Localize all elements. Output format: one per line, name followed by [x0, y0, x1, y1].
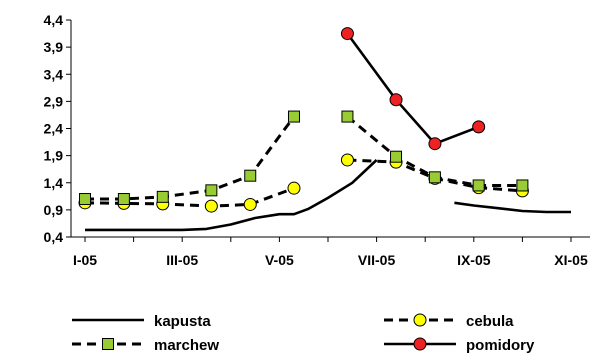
- x-tick-label: III-05: [166, 252, 198, 268]
- legend-item-kapusta: kapusta: [72, 313, 211, 330]
- data-point: [79, 193, 91, 206]
- y-tick-label: 2,4: [44, 121, 64, 137]
- series-layer: [78, 27, 571, 232]
- data-point: [341, 110, 354, 123]
- legend-item-cebula: cebula: [384, 313, 514, 330]
- data-point: [102, 338, 114, 350]
- data-point: [340, 153, 354, 167]
- x-tick-label: XI-05: [554, 252, 588, 268]
- y-tick-label: 4,4: [44, 12, 64, 28]
- x-tick-label: V-05: [265, 252, 294, 268]
- data-point: [205, 184, 218, 197]
- y-tick-label: 3,9: [44, 39, 64, 55]
- data-point: [428, 137, 442, 151]
- x-tick-label: IX-05: [457, 252, 491, 268]
- y-tick-label: 0,9: [44, 202, 64, 218]
- series-line: [85, 159, 378, 232]
- data-point: [428, 171, 441, 184]
- legend-label: marchew: [154, 337, 219, 354]
- legend-item-pomidory: pomidory: [384, 337, 535, 354]
- data-point: [204, 199, 218, 213]
- x-axis: I-05 III-05 V-05 VII-05 IX-05 XI-05: [71, 236, 590, 268]
- series-pomidory: [340, 27, 486, 151]
- series-marchew: [79, 110, 529, 206]
- data-point: [156, 190, 169, 203]
- data-point: [117, 193, 130, 206]
- y-tick-label: 3,4: [44, 66, 64, 82]
- y-axis: 4,4 3,9 3,4 2,9 2,4 1,9 1,4 0,9 0,4: [44, 12, 72, 245]
- legend-label: kapusta: [154, 313, 211, 330]
- y-tick-label: 1,9: [44, 148, 64, 164]
- legend: kapusta cebula marchew pomidory: [72, 313, 535, 354]
- data-point: [243, 197, 257, 211]
- data-point: [389, 93, 403, 107]
- data-point: [472, 120, 486, 134]
- data-point: [340, 27, 354, 41]
- x-tick-label: I-05: [73, 252, 97, 268]
- data-point: [287, 110, 300, 123]
- legend-item-marchew: marchew: [72, 337, 219, 354]
- series-line: [454, 201, 571, 214]
- series-line: [84, 186, 295, 208]
- series-line: [346, 32, 480, 145]
- legend-label: cebula: [466, 313, 514, 330]
- data-point: [472, 179, 485, 192]
- y-tick-label: 1,4: [44, 175, 64, 191]
- data-point: [390, 150, 403, 163]
- x-tick-label: VII-05: [358, 252, 396, 268]
- series-line: [85, 115, 296, 201]
- y-tick-label: 0,4: [44, 229, 64, 245]
- data-point: [413, 313, 427, 327]
- data-point: [244, 169, 257, 182]
- data-point: [516, 179, 529, 192]
- data-point: [287, 181, 301, 195]
- series-kapusta: [85, 159, 571, 232]
- y-tick-label: 2,9: [44, 93, 64, 109]
- legend-label: pomidory: [466, 337, 535, 354]
- data-point: [413, 337, 427, 351]
